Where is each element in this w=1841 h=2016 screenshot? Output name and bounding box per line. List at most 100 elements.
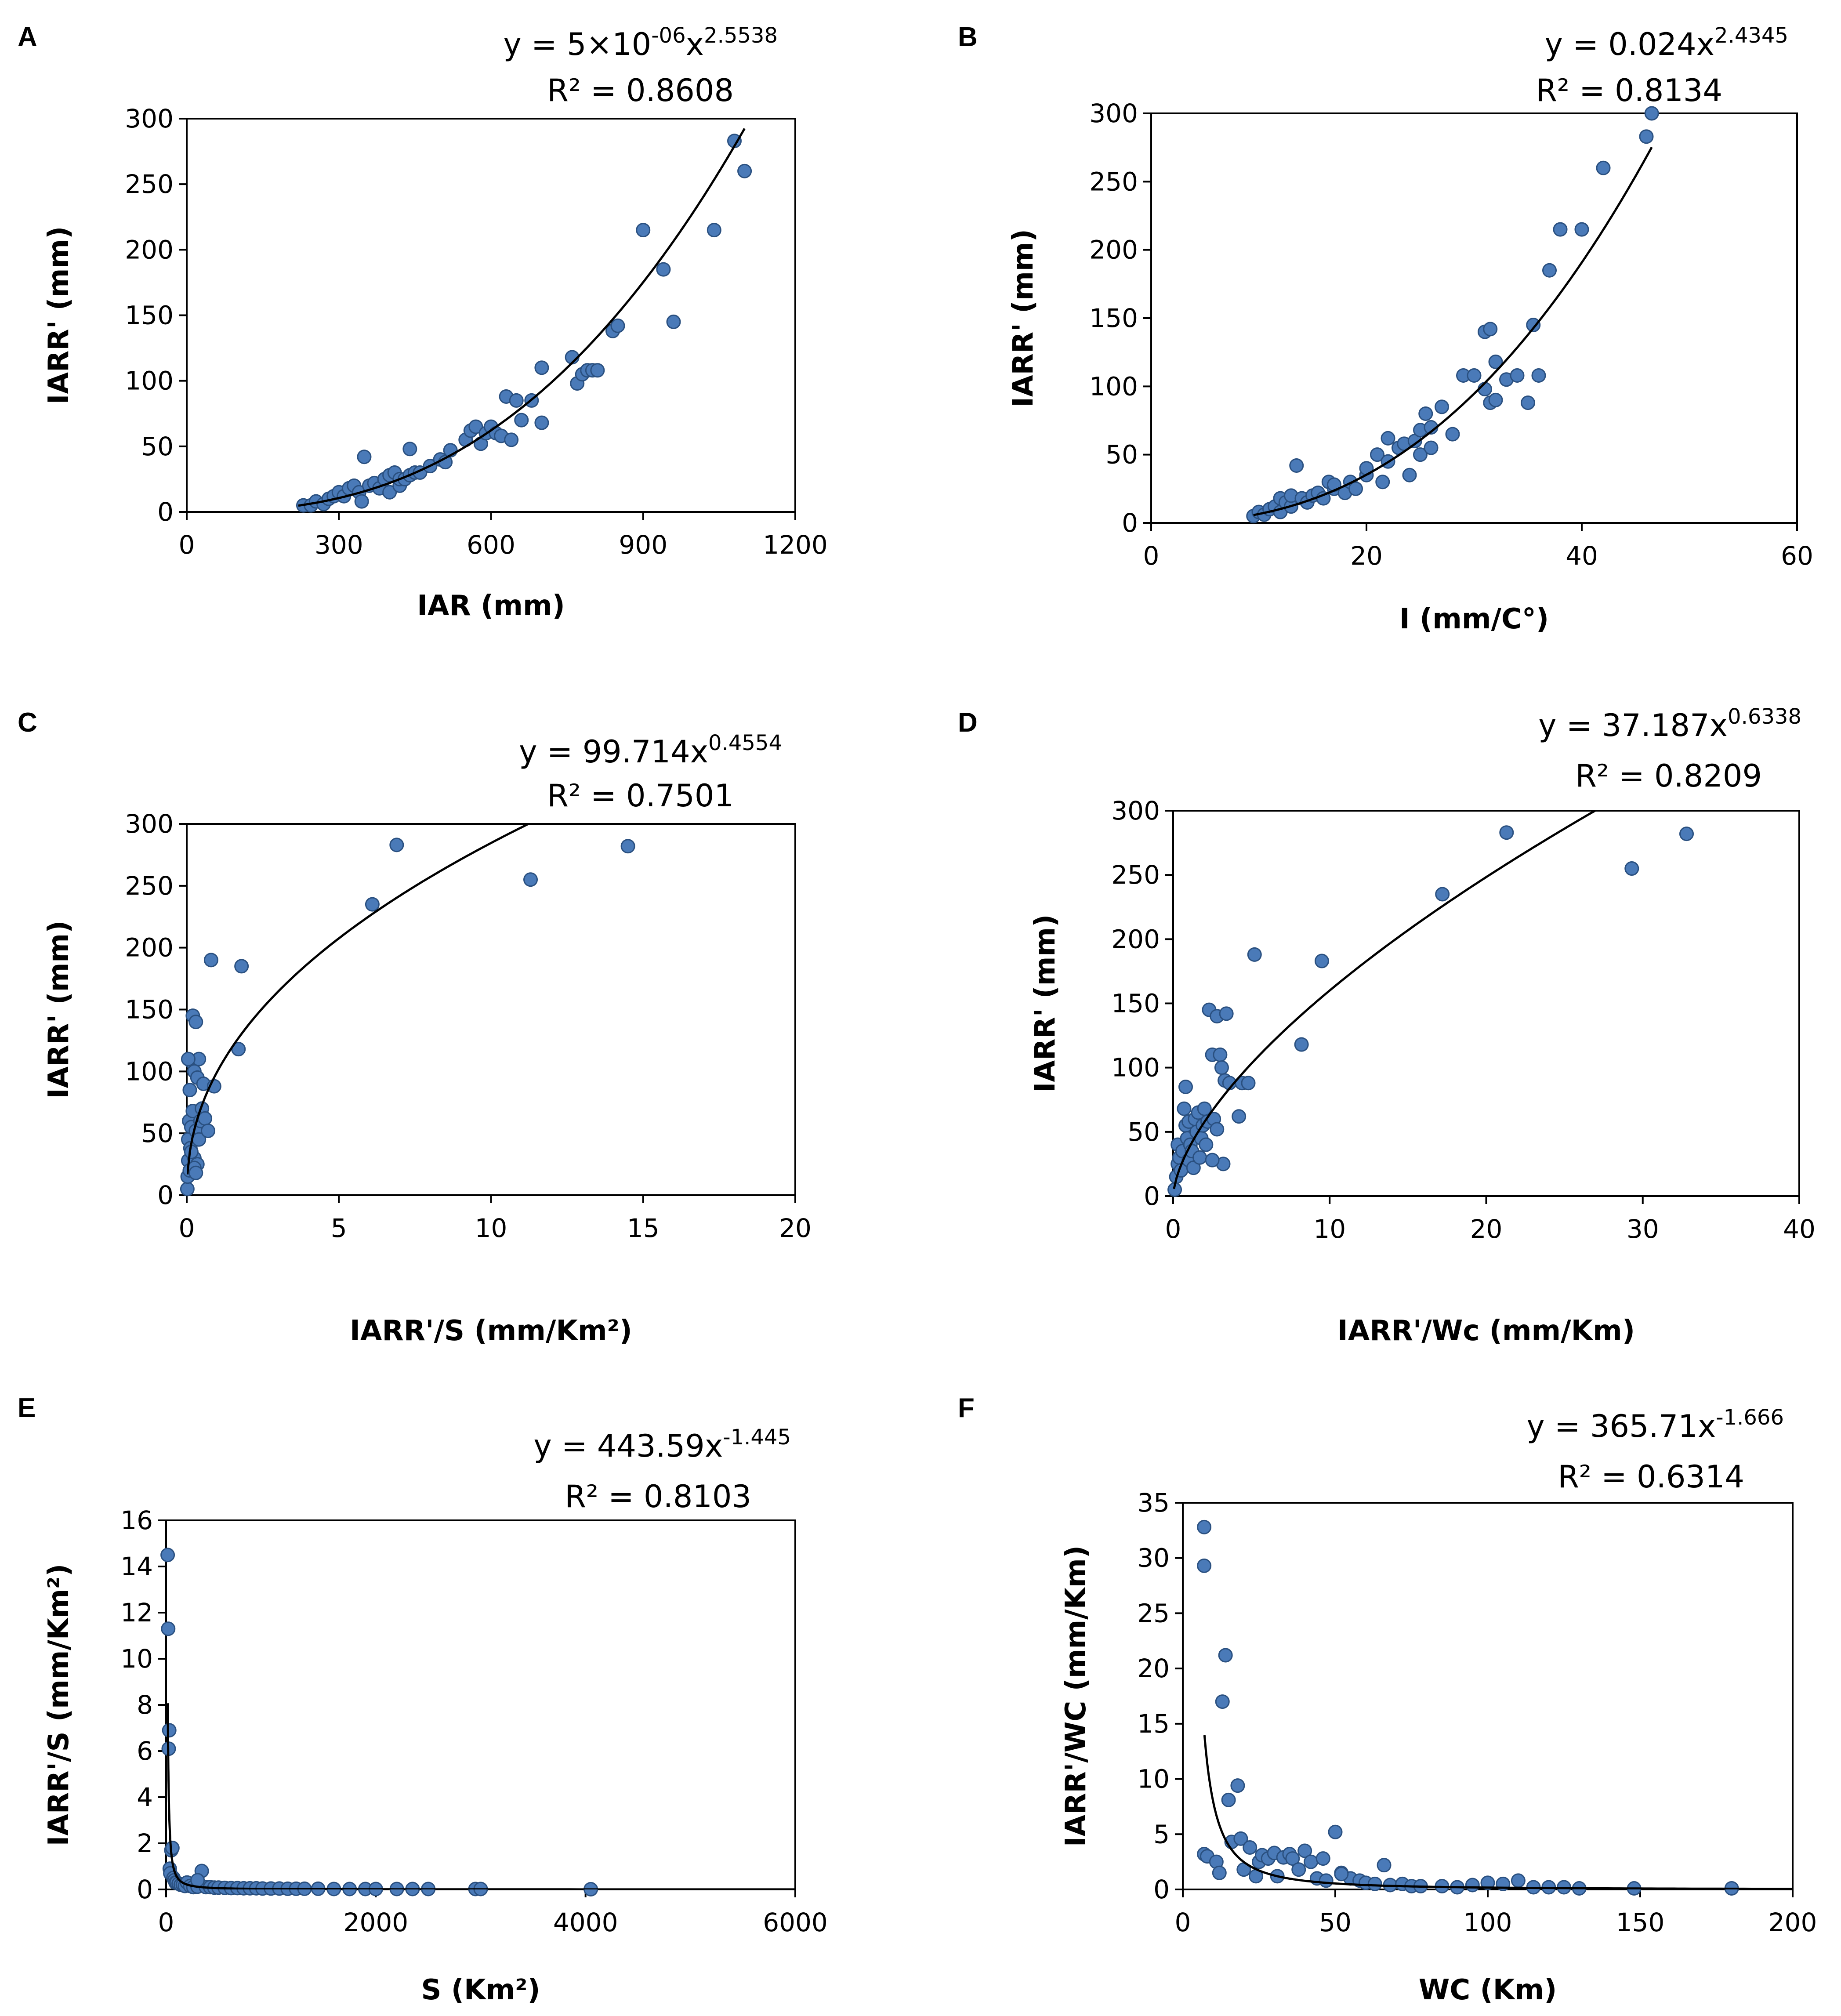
y-tick-label: 25 [1137,1598,1170,1628]
plot-frame [186,118,796,513]
y-tick-label: 16 [120,1505,153,1535]
y-tick-label: 50 [141,1118,174,1148]
equation-base: y = 0.024x [1545,26,1714,62]
plot-frame [165,1519,796,1890]
panel-letter: F [958,1393,975,1423]
y-tick-label: 100 [1089,371,1138,401]
x-axis-title: I (mm/C°) [1399,603,1549,635]
data-point [636,223,651,238]
equation-base: y = 5×10 [503,26,651,62]
x-tick-label: 60 [1781,541,1813,571]
data-point [1205,1153,1220,1168]
data-point [1445,427,1460,442]
x-tick-label: 2000 [344,1907,409,1937]
data-point [1644,106,1659,121]
trend-line [167,1703,795,1889]
data-point [1214,1060,1229,1075]
x-tick-label: 40 [1566,541,1598,571]
data-point [610,318,625,333]
y-tick-label: 5 [1153,1819,1170,1849]
y-tick-label: 0 [157,1180,174,1210]
data-point [1247,947,1262,962]
x-tick-label: 300 [315,530,363,560]
trendline-equation: y = 99.714x0.4554 [519,731,782,770]
data-point [1511,1873,1526,1888]
y-tick-label: 250 [1089,167,1138,196]
y-tick-label: 12 [120,1598,153,1628]
trend-line [298,128,746,507]
y-tick-label: 4 [137,1782,153,1812]
y-tick-label: 20 [1137,1653,1170,1683]
data-points [1167,825,1694,1197]
y-tick-label: 100 [1111,1053,1160,1083]
data-point [1215,1694,1230,1709]
x-tick-label: 5 [331,1213,347,1243]
data-point [534,360,549,375]
data-point [1488,392,1503,407]
data-point [1348,481,1363,496]
data-point [523,872,538,887]
data-point [1212,1865,1227,1880]
trendline-equation: y = 365.71x-1.666 [1526,1405,1784,1444]
panel-letter: C [18,707,37,738]
trend-line [1203,1735,1793,1889]
y-tick-label: 300 [125,809,174,839]
y-tick-label: 50 [141,431,174,461]
data-point [182,1083,197,1098]
x-tick-label: 200 [1769,1907,1817,1937]
x-axis-title: IARR'/Wc (mm/Km) [1337,1315,1635,1347]
x-tick-label: 600 [467,530,515,560]
data-point [234,959,249,974]
y-tick-label: 250 [125,871,174,901]
data-point [1199,1137,1214,1152]
x-tick-label: 20 [1470,1214,1503,1244]
data-point [1294,1037,1309,1052]
x-axis-title: WC (Km) [1419,1974,1557,2006]
data-point [534,415,549,430]
data-point [1499,825,1514,840]
equation-base: y = 443.59x [533,1428,723,1464]
data-point [1510,368,1525,383]
data-point [1213,1047,1228,1062]
y-tick-label: 2 [137,1828,153,1858]
data-point [1402,468,1417,482]
y-tick-label: 250 [1111,860,1160,890]
data-point [188,1165,203,1180]
y-tick-label: 200 [1089,235,1138,265]
data-point [1233,1831,1248,1846]
data-point [1467,368,1482,383]
x-axis-title: IAR (mm) [417,590,565,622]
equation-exponent: -06 [651,23,685,48]
data-point [1679,827,1694,841]
data-point [198,1111,213,1126]
data-point [200,1124,215,1139]
x-tick-label: 0 [179,1213,195,1243]
y-tick-label: 100 [125,1056,174,1086]
x-tick-label: 20 [779,1213,812,1243]
data-point [1488,354,1503,369]
data-point [1232,1109,1247,1124]
y-tick-label: 50 [1105,440,1138,470]
data-point [620,839,635,854]
y-tick-label: 200 [125,933,174,963]
equation-base: y = 37.187x [1538,707,1728,743]
data-point [1542,263,1557,278]
data-point [707,223,721,238]
data-point [188,1015,203,1030]
y-axis-title: IARR' (mm) [43,226,75,405]
data-point [1480,1875,1495,1890]
equation-exponent: -1.666 [1716,1405,1784,1430]
y-tick-label: 200 [1111,924,1160,954]
data-point [1367,1876,1382,1891]
data-point [1186,1160,1201,1175]
trendline-equation: y = 443.59x-1.445 [533,1425,791,1464]
x-tick-label: 0 [1143,541,1160,571]
y-tick-label: 0 [1122,508,1138,538]
data-point [1221,1792,1236,1807]
data-point [1285,1851,1300,1866]
data-point [1289,458,1304,473]
x-tick-label: 10 [1313,1214,1346,1244]
y-tick-label: 250 [125,169,174,199]
x-tick-label: 50 [1319,1907,1352,1937]
